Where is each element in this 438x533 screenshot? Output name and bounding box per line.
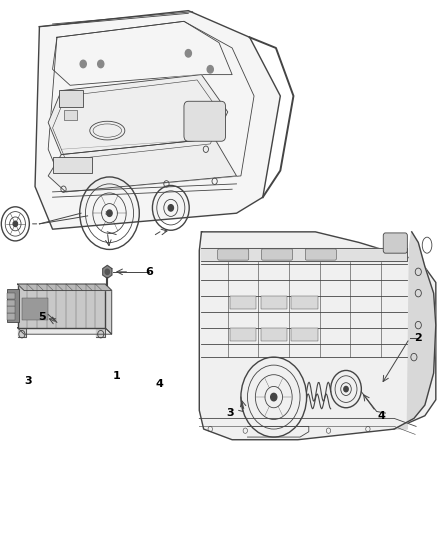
Circle shape	[107, 210, 112, 216]
Circle shape	[98, 60, 104, 68]
Polygon shape	[394, 232, 436, 429]
Polygon shape	[103, 265, 112, 278]
Circle shape	[80, 60, 86, 68]
Circle shape	[168, 205, 173, 211]
Polygon shape	[201, 248, 407, 261]
Polygon shape	[48, 139, 237, 192]
Text: ε: ε	[104, 210, 108, 216]
Polygon shape	[199, 232, 436, 440]
FancyBboxPatch shape	[305, 249, 336, 260]
FancyBboxPatch shape	[184, 101, 226, 141]
Text: 2: 2	[414, 334, 422, 343]
Polygon shape	[48, 75, 228, 155]
Bar	[261, 296, 287, 309]
FancyBboxPatch shape	[261, 249, 293, 260]
Text: 6: 6	[145, 267, 153, 277]
Circle shape	[344, 386, 348, 392]
Bar	[261, 328, 287, 341]
Text: 3: 3	[25, 376, 32, 386]
Bar	[7, 300, 15, 306]
Circle shape	[271, 393, 277, 401]
Bar	[18, 284, 105, 328]
Circle shape	[185, 50, 191, 57]
Bar	[291, 328, 318, 341]
Text: 5: 5	[38, 312, 46, 322]
Bar	[7, 293, 15, 299]
Bar	[22, 298, 48, 320]
Polygon shape	[96, 328, 105, 337]
Text: 3: 3	[226, 408, 234, 418]
Circle shape	[13, 221, 18, 227]
Polygon shape	[18, 328, 26, 337]
Bar	[53, 157, 92, 173]
Bar	[7, 289, 19, 322]
Text: 4: 4	[377, 411, 385, 421]
Polygon shape	[35, 11, 280, 229]
Text: 1: 1	[112, 371, 120, 381]
Bar	[230, 296, 256, 309]
Bar	[7, 306, 15, 313]
Polygon shape	[18, 284, 112, 290]
Bar	[7, 313, 15, 320]
Bar	[230, 328, 256, 341]
FancyBboxPatch shape	[218, 249, 249, 260]
Circle shape	[105, 269, 110, 274]
Bar	[291, 296, 318, 309]
Circle shape	[207, 66, 213, 73]
Bar	[64, 110, 77, 120]
Polygon shape	[18, 328, 112, 334]
Bar	[59, 90, 83, 107]
Text: 4: 4	[156, 379, 164, 389]
Polygon shape	[105, 284, 112, 334]
FancyBboxPatch shape	[383, 233, 407, 253]
